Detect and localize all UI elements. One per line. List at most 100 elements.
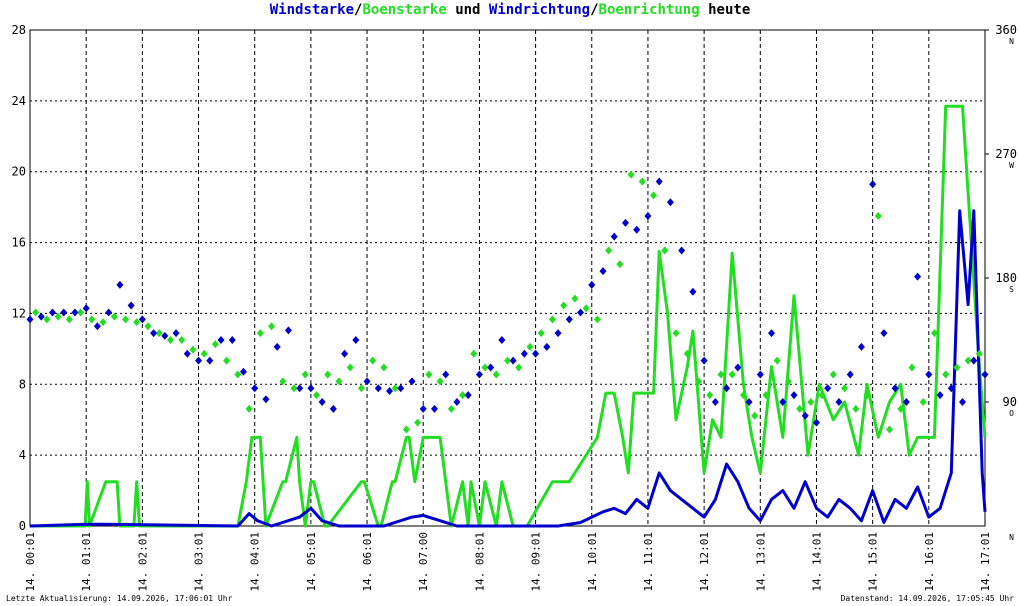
direction-point [425, 370, 433, 379]
direction-point [470, 349, 478, 358]
direction-point [183, 349, 191, 358]
direction-point [442, 370, 450, 379]
direction-point [953, 363, 961, 372]
direction-point [908, 363, 916, 372]
direction-point [487, 363, 495, 372]
direction-point [352, 336, 360, 344]
direction-point [947, 384, 955, 393]
direction-point [869, 180, 877, 189]
y2-compass-label: S [1009, 285, 1014, 294]
direction-point [751, 411, 759, 420]
direction-point [475, 370, 483, 379]
direction-point [77, 308, 85, 317]
direction-point [700, 356, 708, 365]
x-tick-label: 14. 09:01 [530, 532, 543, 592]
direction-point [195, 356, 203, 365]
direction-point [621, 218, 629, 227]
title-part: heute [700, 2, 751, 18]
direction-point [846, 370, 854, 379]
x-tick-label: 14. 08:01 [473, 532, 486, 592]
title-part: Boenrichtung [599, 2, 700, 18]
direction-point [430, 404, 438, 413]
direction-point [925, 370, 933, 379]
direction-point [863, 391, 871, 400]
direction-point [228, 336, 236, 344]
y2-tick-label: 360 [995, 23, 1017, 37]
y-tick-label: 28 [12, 23, 26, 37]
direction-point [723, 384, 731, 393]
x-tick-label: 14. 12:01 [698, 532, 711, 592]
direction-point [728, 370, 736, 379]
direction-point [48, 308, 56, 317]
y-tick-label: 24 [12, 94, 26, 108]
direction-point [369, 356, 377, 365]
direction-point [481, 363, 489, 372]
direction-point [762, 391, 770, 400]
x-tick-label: 14. 07:00 [417, 532, 430, 592]
y-tick-label: 0 [19, 519, 26, 533]
x-tick-label: 14. 05:01 [305, 532, 318, 592]
direction-point [779, 398, 787, 406]
direction-point [554, 329, 562, 338]
direction-point [801, 411, 809, 420]
direction-point [127, 301, 135, 310]
y2-tick-label: 180 [995, 271, 1017, 285]
direction-point [386, 386, 394, 395]
direction-point [588, 280, 596, 289]
direction-point [773, 356, 781, 365]
series-line [29, 209, 987, 528]
direction-point [329, 404, 337, 413]
direction-point [43, 315, 51, 324]
series-line [30, 104, 987, 528]
footer-right: Datenstand: 14.09.2026, 17:05:45 Uhr [841, 594, 1015, 603]
direction-point [515, 363, 523, 372]
direction-point [560, 301, 568, 310]
x-tick-label: 14. 10:01 [586, 532, 599, 592]
footer-left: Letzte Aktualisierung: 14.09.2026, 17:06… [6, 594, 233, 603]
direction-point [796, 404, 804, 413]
direction-point [144, 322, 152, 331]
direction-point [942, 370, 950, 379]
title-part: und [447, 2, 489, 18]
direction-point [857, 342, 865, 351]
y-tick-label: 12 [12, 306, 26, 320]
direction-point [605, 246, 613, 255]
x-tick-label: 14. 06:01 [361, 532, 374, 592]
direction-point [313, 391, 320, 400]
direction-point [655, 177, 663, 186]
direction-point [262, 395, 270, 404]
direction-point [886, 425, 893, 434]
direction-point [357, 384, 365, 393]
title-part: / [590, 2, 598, 18]
direction-point [717, 370, 725, 379]
direction-point [436, 377, 444, 386]
direction-point [110, 312, 118, 321]
direction-point [217, 336, 225, 344]
direction-point [414, 418, 422, 427]
direction-point [897, 404, 905, 413]
plot-frame [29, 29, 986, 527]
direction-point [610, 232, 618, 241]
direction-point [784, 377, 792, 386]
direction-point [65, 315, 73, 324]
chart-title: Windstarke/Boenstarke und Windrichtung/B… [270, 2, 751, 18]
direction-point [981, 370, 989, 379]
x-tick-label: 14. 15:01 [867, 532, 880, 592]
direction-point [543, 342, 551, 351]
direction-point [335, 377, 343, 386]
direction-point [391, 384, 399, 393]
direction-point [88, 315, 96, 324]
direction-point [930, 329, 938, 338]
direction-point [54, 312, 62, 321]
y-tick-label: 16 [12, 236, 26, 250]
direction-point [548, 315, 556, 324]
direction-point [891, 384, 899, 393]
direction-point [211, 340, 219, 349]
direction-point [105, 308, 113, 317]
direction-point [150, 329, 158, 338]
direction-point [301, 370, 309, 379]
direction-point [318, 398, 326, 406]
direction-point [577, 308, 585, 317]
direction-point [251, 384, 259, 393]
direction-point [537, 329, 545, 338]
